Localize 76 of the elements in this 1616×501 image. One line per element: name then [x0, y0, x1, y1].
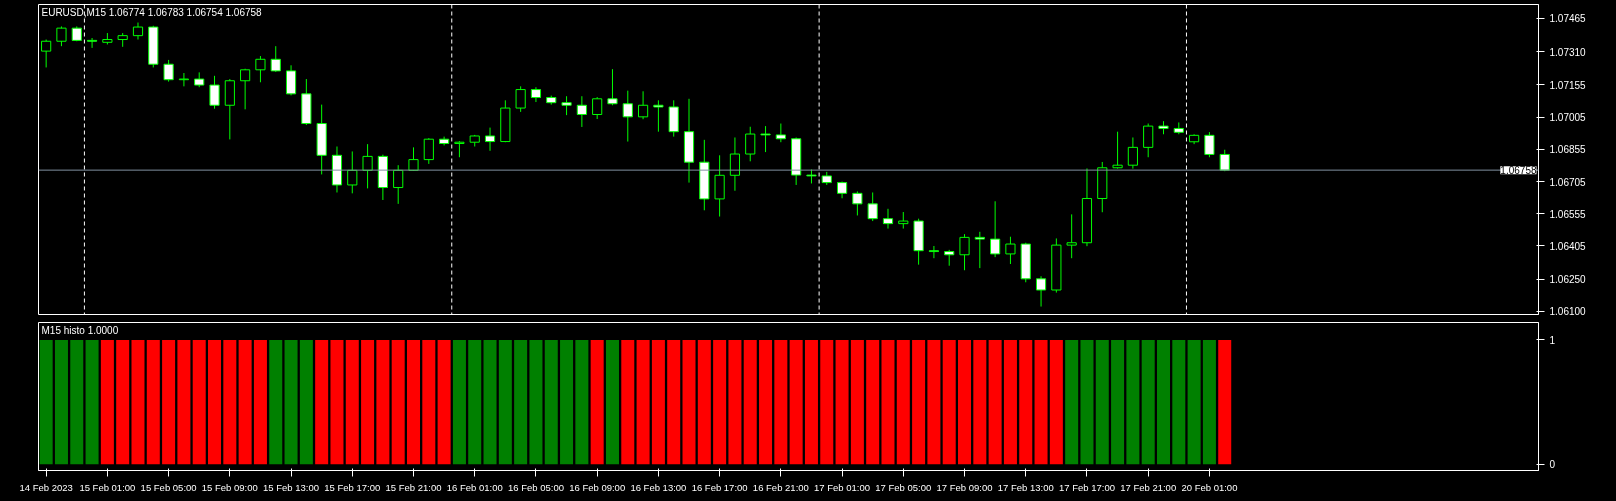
candlestick [209, 75, 220, 110]
candlestick [1127, 136, 1138, 170]
candlestick [607, 68, 618, 106]
candlestick [561, 95, 572, 116]
candlestick [1204, 131, 1215, 158]
x-tick-label: 17 Feb 05:00 [875, 481, 932, 493]
y-tick-label: 1.06705 [1549, 176, 1587, 188]
x-tick-label: 16 Feb 13:00 [630, 481, 687, 493]
candlestick [1066, 213, 1077, 259]
x-tick-label: 17 Feb 21:00 [1120, 481, 1177, 493]
x-tick-label: 16 Feb 21:00 [752, 481, 809, 493]
candlestick [423, 137, 434, 165]
candlestick [393, 164, 404, 205]
candlestick [622, 90, 633, 143]
x-tick-label: 16 Feb 17:00 [691, 481, 748, 493]
candlestick [959, 233, 970, 271]
x-tick-label: 15 Feb 13:00 [263, 481, 320, 493]
candlestick [163, 59, 174, 83]
chart-title: EURUSD,M15 1.06774 1.06783 1.06754 1.06758 [41, 6, 263, 18]
x-tick-label: 15 Feb 09:00 [201, 481, 258, 493]
candlestick [178, 72, 189, 87]
candlestick [714, 154, 725, 218]
chart-title: M15 histo 1.0000 [41, 324, 119, 336]
candlestick [867, 191, 878, 222]
candlestick [285, 64, 297, 96]
x-tick-label: 17 Feb 13:00 [997, 481, 1054, 493]
candlestick [347, 150, 358, 194]
y-tick-label: 1.07005 [1549, 112, 1587, 124]
y-tick-label: 1.06555 [1549, 208, 1587, 220]
candlestick [882, 208, 894, 230]
x-tick-label: 17 Feb 17:00 [1058, 481, 1115, 493]
candlestick [638, 90, 649, 120]
x-tick-label: 15 Feb 17:00 [324, 481, 381, 493]
candlestick [990, 200, 1001, 258]
candlestick [41, 39, 52, 68]
candlestick [576, 95, 587, 128]
y-tick-label: 1.07155 [1549, 79, 1587, 91]
candlestick [484, 127, 496, 152]
candlestick [653, 99, 664, 133]
y-tick-label: 1.07310 [1549, 46, 1587, 58]
candlestick [56, 25, 67, 47]
y-tick-label: 1.06855 [1549, 144, 1587, 156]
candlestick [240, 68, 251, 110]
ref-line-label: 1.06758 [1500, 165, 1537, 177]
x-tick-label: 17 Feb 09:00 [936, 481, 993, 493]
y-tick-label: 1.07465 [1549, 13, 1587, 25]
candlestick [775, 123, 786, 143]
candlestick [928, 245, 939, 259]
candlestick [270, 45, 281, 73]
candlestick [592, 96, 603, 120]
candlestick [852, 190, 863, 216]
x-tick-label: 16 Feb 01:00 [446, 481, 503, 493]
x-tick-label: 20 Feb 01:00 [1181, 481, 1238, 493]
candlestick [1143, 123, 1154, 158]
candlestick [1005, 236, 1016, 265]
candlestick [362, 143, 373, 189]
x-tick-label: 15 Feb 05:00 [140, 481, 197, 493]
y-tick-label: 1.06100 [1549, 306, 1587, 318]
y-tick-label: 1.06250 [1549, 274, 1587, 286]
y-tick-label: 1.06405 [1549, 240, 1587, 252]
candlestick [86, 37, 98, 49]
candlestick [255, 55, 266, 83]
candlestick [1035, 275, 1047, 308]
y-tick-label: 0 [1549, 459, 1556, 471]
x-tick-label: 14 Feb 2023 [19, 481, 73, 493]
x-tick-label: 17 Feb 01:00 [814, 481, 871, 493]
candlestick [1112, 131, 1123, 170]
x-tick-label: 15 Feb 01:00 [79, 481, 136, 493]
candlestick [515, 85, 526, 113]
candlestick [745, 126, 756, 162]
x-tick-label: 16 Feb 09:00 [569, 481, 626, 493]
x-tick-label: 15 Feb 21:00 [385, 481, 442, 493]
x-tick-label: 16 Feb 05:00 [507, 481, 564, 493]
candlestick [760, 125, 771, 153]
y-tick-label: 1 [1549, 334, 1556, 346]
candlestick [974, 231, 985, 269]
